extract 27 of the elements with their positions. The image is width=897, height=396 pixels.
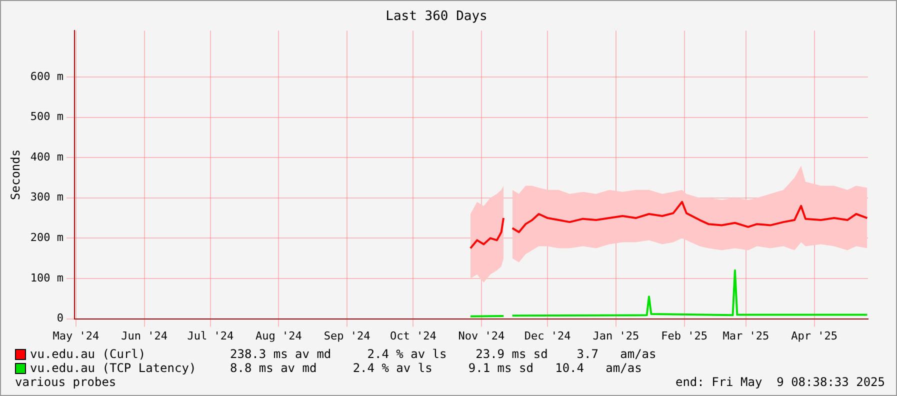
y-tick-label: 300 m bbox=[30, 190, 64, 204]
x-tick-label: Jun '24 bbox=[121, 329, 168, 342]
y-tick-label: 600 m bbox=[30, 70, 64, 83]
y-axis-title: Seconds bbox=[8, 149, 22, 200]
text: 238.3 ms av md 2.4 % av ls 23.9 ms sd 3.7 am/as bbox=[230, 347, 656, 361]
x-tick-label: Dec '24 bbox=[524, 329, 572, 342]
y-tick-label: 0 bbox=[56, 312, 64, 325]
x-tick-label: Nov '24 bbox=[458, 329, 506, 342]
x-tick-label: May '24 bbox=[52, 329, 100, 342]
legend-label: vu.edu.au (Curl) bbox=[30, 347, 147, 361]
y-tick-label: 400 m bbox=[30, 150, 64, 164]
x-tick-label: Mar '25 bbox=[722, 329, 770, 342]
x-tick-label: Sep '24 bbox=[324, 329, 371, 342]
text: end: Fri May 9 08:38:33 2025 bbox=[675, 375, 885, 389]
text: various probes bbox=[15, 375, 116, 389]
text: 8.8 ms av md 2.4 % av ls 9.1 ms sd 10.4 am/as bbox=[230, 361, 642, 375]
x-tick-label: Feb '25 bbox=[661, 329, 708, 342]
chart-title: Last 360 Days bbox=[386, 9, 488, 24]
x-tick-label: Jul '24 bbox=[187, 329, 234, 342]
x-tick-label: Apr '25 bbox=[791, 329, 838, 342]
y-tick-label: 100 m bbox=[30, 271, 64, 284]
x-tick-label: Jan '25 bbox=[592, 329, 640, 342]
x-tick-label: Aug '24 bbox=[256, 329, 302, 342]
legend-label: vu.edu.au (TCP Latency) bbox=[30, 361, 198, 375]
y-tick-label: 200 m bbox=[30, 231, 64, 244]
x-tick-label: Oct '24 bbox=[390, 329, 437, 342]
y-tick-label: 500 m bbox=[30, 110, 64, 124]
